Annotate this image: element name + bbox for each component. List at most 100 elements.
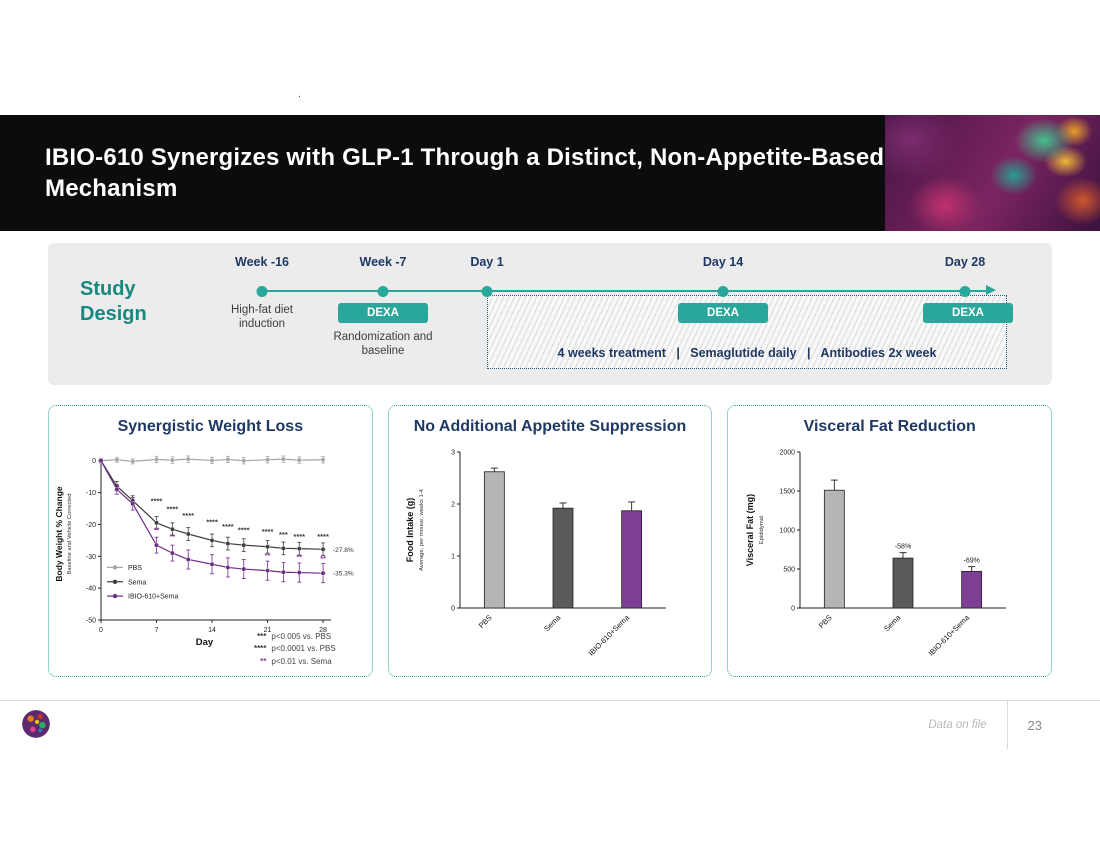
svg-text:28: 28 [319,627,327,634]
svg-text:****: **** [262,527,274,536]
visceral-fat-bar-chart: 0 500 1000 1500 2000 PBS -58% Sema -69% IBIO-610+… [745,450,1006,658]
svg-text:**: ** [320,554,326,563]
treatment-note: 4 weeks treatment | Semaglutide daily | … [557,346,937,360]
timeline-arrow-icon [986,285,996,295]
svg-text:-30: -30 [86,554,96,561]
svg-text:3: 3 [451,450,455,457]
study-design-section: Study Design 4 weeks treatment | Semaglu… [48,243,1052,385]
svg-text:PBS: PBS [128,565,142,572]
slide-title: IBIO-610 Synergizes with GLP-1 Through a… [45,143,885,202]
timeline-node-day-14 [717,285,729,297]
svg-text:-58%: -58% [895,544,911,551]
svg-text:**: ** [170,532,176,541]
svg-text:IBIO-610+Sema: IBIO-610+Sema [926,612,971,657]
svg-text:Epididymal: Epididymal [759,516,765,544]
food-intake-bar-chart: 0 1 2 3 PBS Sema IBIO-610+Sema Food Intake (g) A… [405,450,666,658]
timeline-line [262,289,986,292]
note-row: *** p<0.005 vs. PBS [244,631,335,643]
svg-text:****: **** [151,497,163,506]
svg-text:-20: -20 [86,522,96,529]
svg-text:Average, per mouse, weeks 1-4: Average, per mouse, weeks 1-4 [419,488,425,571]
stars-p00001: **** [253,644,267,654]
note-text-p00001: p<0.0001 vs. PBS [271,644,336,654]
timeline-node-day-28 [959,285,971,297]
timeline-node-week-7 [377,285,389,297]
svg-text:****: **** [294,532,306,541]
footer-meta: Data on file 23 [928,701,1100,749]
svg-text:2: 2 [451,502,455,509]
timeline-node-day-1 [481,285,493,297]
svg-text:-40: -40 [86,586,96,593]
svg-text:Sema: Sema [128,579,146,586]
svg-text:21: 21 [264,627,272,634]
svg-text:0: 0 [99,627,103,634]
timeline-label-day-14: Day 14 [702,255,744,269]
svg-text:0: 0 [92,458,96,465]
svg-text:7: 7 [155,627,159,634]
panel-food-intake: No Additional Appetite Suppression 0 1 2 3 P… [387,405,713,677]
svg-text:Food Intake (g): Food Intake (g) [405,498,415,563]
svg-text:Body Weight % Change: Body Weight % Change [54,486,64,582]
weight-loss-title: Synergistic Weight Loss [117,418,304,435]
svg-text:-10: -10 [86,490,96,497]
note-text-p001-sema: p<0.01 vs. Sema [271,656,332,666]
timeline-label-day-28: Day 28 [944,255,986,269]
study-design-label: Study Design [80,278,147,325]
svg-text:IBIO-610+Sema: IBIO-610+Sema [587,612,632,657]
svg-text:****: **** [207,517,219,526]
svg-text:Baseline and Vehicle Corrected: Baseline and Vehicle Corrected [67,494,73,575]
svg-text:****: **** [183,511,195,520]
svg-text:PBS: PBS [816,613,833,630]
svg-text:**: ** [297,552,303,561]
svg-text:****: **** [318,532,330,541]
dexa-badge-week-7: DEXA [338,303,428,323]
svg-text:1000: 1000 [779,528,795,535]
svg-text:Visceral Fat (mg): Visceral Fat (mg) [745,494,755,566]
panel-weight-loss: Synergistic Weight Loss 0 -10 -20 -30 -40 -50… [48,405,373,677]
timeline-label-week-7: Week -7 [359,255,407,269]
header-decorative-image [885,115,1100,231]
svg-text:0: 0 [451,606,455,613]
svg-text:-35.3%: -35.3% [333,571,354,578]
panel-visceral-fat: Visceral Fat Reduction 0 500 1000 1500 2000 P… [727,405,1053,677]
svg-text:14: 14 [208,627,216,634]
footer-divider [1006,701,1008,749]
dexa-badge-day-14: DEXA [678,303,768,323]
data-on-file-note: Data on file [928,719,987,731]
svg-text:**: ** [265,551,271,560]
svg-text:IBIO-610+Sema: IBIO-610+Sema [128,594,178,601]
svg-text:****: **** [238,525,250,534]
svg-text:1500: 1500 [779,489,795,496]
timeline-label-week-16: Week -16 [235,255,289,269]
svg-text:PBS: PBS [477,613,494,630]
svg-text:Sema: Sema [542,612,563,633]
timeline-label-day-1: Day 1 [470,255,504,269]
timeline-sub-hfd-induction: High-fat diet induction [230,304,293,331]
header-band: IBIO-610 Synergizes with GLP-1 Through a… [0,115,1100,231]
visceral-fat-title: Visceral Fat Reduction [803,418,976,435]
svg-text:500: 500 [783,567,795,574]
svg-text:-69%: -69% [963,558,979,565]
stars-p001-sema: ** [260,656,267,666]
svg-text:1: 1 [451,554,455,561]
svg-text:0: 0 [791,606,795,613]
stars-p005: *** [257,631,267,641]
footer: Data on file 23 [0,700,1100,756]
note-row: **** p<0.0001 vs. PBS [244,643,336,655]
timeline-sub-randomization: Randomization and baseline [333,331,433,358]
timeline-node-week-16 [256,285,268,297]
significance-notes: *** p<0.005 vs. PBS **** p<0.0001 vs. PB… [244,631,336,668]
results-panels: Synergistic Weight Loss 0 -10 -20 -30 -40 -50… [48,405,1053,677]
stray-dot: . [298,88,302,100]
note-text-p005: p<0.005 vs. PBS [271,631,332,641]
page-number: 23 [1027,717,1042,733]
svg-text:-50: -50 [86,618,96,625]
food-intake-title: No Additional Appetite Suppression [413,418,687,435]
svg-text:Day: Day [196,637,214,648]
dexa-badge-day-28: DEXA [923,303,1013,323]
svg-text:****: **** [167,505,179,514]
svg-text:Sema: Sema [882,612,903,633]
svg-text:2000: 2000 [779,450,795,457]
svg-text:***: *** [279,530,288,539]
